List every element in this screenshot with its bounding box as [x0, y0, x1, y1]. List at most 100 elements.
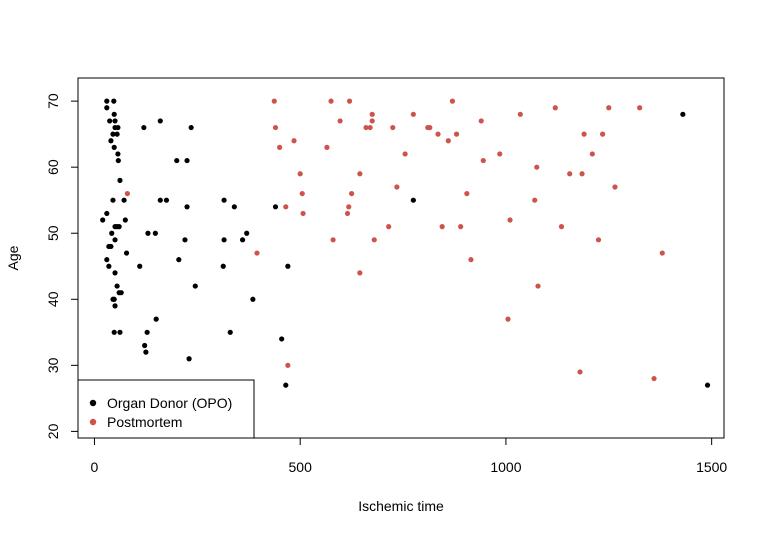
y-axis: 20 30 40 50 60 70 [45, 93, 78, 439]
data-point-postmortem-22 [367, 124, 373, 131]
plot-frame [77, 77, 725, 439]
data-point-organ-donor-30 [112, 270, 118, 276]
data-point-organ-donor-64 [250, 296, 256, 302]
legend-label-postmortem: Postmortem [107, 414, 182, 430]
data-point-organ-donor-42 [163, 197, 170, 203]
data-point-organ-donor-38 [117, 329, 123, 335]
data-point-postmortem-48 [534, 164, 540, 170]
data-point-postmortem-10 [124, 190, 130, 197]
data-point-organ-donor-0 [104, 98, 110, 104]
data-point-postmortem-25 [371, 237, 377, 243]
data-point-postmortem-14 [337, 118, 343, 124]
data-point-organ-donor-15 [100, 217, 106, 223]
data-point-postmortem-52 [567, 171, 573, 177]
data-point-organ-donor-70 [410, 197, 416, 203]
data-point-organ-donor-2 [107, 118, 113, 124]
data-point-organ-donor-33 [112, 303, 118, 309]
data-point-postmortem-13 [330, 237, 336, 243]
data-point-postmortem-6 [300, 210, 306, 217]
data-point-organ-donor-40 [157, 118, 163, 124]
data-point-organ-donor-3 [108, 138, 114, 144]
data-point-postmortem-44 [505, 316, 511, 322]
data-point-organ-donor-56 [186, 356, 192, 362]
data-point-postmortem-28 [394, 184, 400, 190]
data-point-organ-donor-55 [143, 349, 149, 355]
data-point-postmortem-62 [651, 375, 657, 382]
y-axis-title: Age [5, 245, 21, 270]
data-point-organ-donor-69 [283, 382, 289, 388]
x-axis: 0 500 1000 1500 [91, 438, 727, 475]
data-point-postmortem-34 [439, 224, 445, 230]
data-point-postmortem-1 [272, 124, 279, 131]
data-point-postmortem-27 [390, 124, 396, 131]
data-point-organ-donor-61 [231, 204, 237, 210]
data-point-organ-donor-72 [704, 382, 711, 388]
data-point-postmortem-58 [600, 131, 606, 137]
data-point-organ-donor-18 [106, 263, 112, 269]
data-point-postmortem-60 [612, 184, 618, 190]
data-point-postmortem-63 [659, 250, 665, 256]
data-point-organ-donor-10 [114, 131, 120, 137]
data-point-postmortem-47 [532, 197, 538, 203]
data-point-postmortem-18 [349, 190, 355, 197]
data-point-organ-donor-51 [137, 263, 143, 269]
data-point-postmortem-57 [595, 237, 602, 243]
data-point-organ-donor-71 [680, 111, 686, 117]
x-tick-label-3: 1500 [696, 459, 727, 475]
y-tick-label-1: 30 [45, 357, 61, 373]
data-point-postmortem-33 [435, 131, 441, 137]
y-tick-label-4: 60 [45, 159, 61, 175]
data-point-postmortem-43 [497, 151, 503, 157]
data-point-postmortem-8 [254, 250, 260, 256]
data-point-organ-donor-24 [112, 237, 118, 243]
x-tick-label-0: 0 [91, 459, 99, 475]
data-point-organ-donor-46 [145, 230, 151, 236]
data-point-postmortem-49 [535, 283, 541, 289]
data-point-organ-donor-22 [110, 197, 116, 203]
data-point-organ-donor-62 [239, 237, 246, 243]
data-point-postmortem-30 [410, 111, 416, 117]
y-tick-label-2: 40 [45, 291, 61, 307]
data-point-organ-donor-53 [153, 316, 159, 322]
data-point-postmortem-0 [271, 98, 277, 104]
data-point-organ-donor-48 [184, 204, 190, 210]
data-point-postmortem-38 [458, 224, 464, 230]
data-point-postmortem-7 [283, 204, 289, 210]
data-point-postmortem-61 [637, 105, 643, 111]
data-point-postmortem-35 [445, 138, 451, 144]
data-point-organ-donor-44 [184, 157, 190, 164]
data-point-organ-donor-9 [112, 118, 118, 124]
data-point-postmortem-56 [589, 151, 595, 157]
x-tick-label-2: 1000 [490, 459, 521, 475]
data-point-organ-donor-5 [111, 98, 117, 104]
data-point-organ-donor-41 [157, 197, 163, 203]
data-point-postmortem-59 [606, 105, 612, 111]
legend: Organ Donor (OPO) Postmortem [77, 379, 255, 439]
data-point-organ-donor-36 [118, 290, 124, 296]
data-point-organ-donor-26 [116, 224, 122, 230]
legend-marker-postmortem [89, 418, 97, 426]
data-point-organ-donor-43 [174, 157, 180, 164]
data-point-organ-donor-34 [114, 283, 120, 289]
data-point-organ-donor-4 [110, 131, 116, 137]
x-tick-label-1: 500 [289, 459, 313, 475]
legend-marker-organ-donor [89, 399, 97, 407]
data-point-postmortem-45 [507, 217, 513, 223]
data-point-organ-donor-67 [279, 336, 285, 342]
data-point-postmortem-50 [552, 105, 558, 111]
data-point-organ-donor-6 [111, 111, 117, 117]
data-point-postmortem-39 [464, 190, 470, 197]
data-point-organ-donor-65 [227, 329, 233, 335]
data-point-postmortem-4 [297, 171, 303, 177]
data-point-organ-donor-13 [115, 157, 121, 164]
data-point-organ-donor-16 [104, 210, 110, 217]
data-point-organ-donor-1 [104, 105, 110, 111]
data-point-organ-donor-54 [142, 342, 148, 349]
data-point-postmortem-41 [478, 118, 484, 124]
data-point-postmortem-9 [285, 362, 291, 368]
data-point-organ-donor-58 [221, 197, 227, 203]
data-point-organ-donor-17 [104, 257, 110, 263]
data-point-postmortem-20 [357, 270, 363, 276]
data-point-organ-donor-60 [220, 263, 226, 269]
